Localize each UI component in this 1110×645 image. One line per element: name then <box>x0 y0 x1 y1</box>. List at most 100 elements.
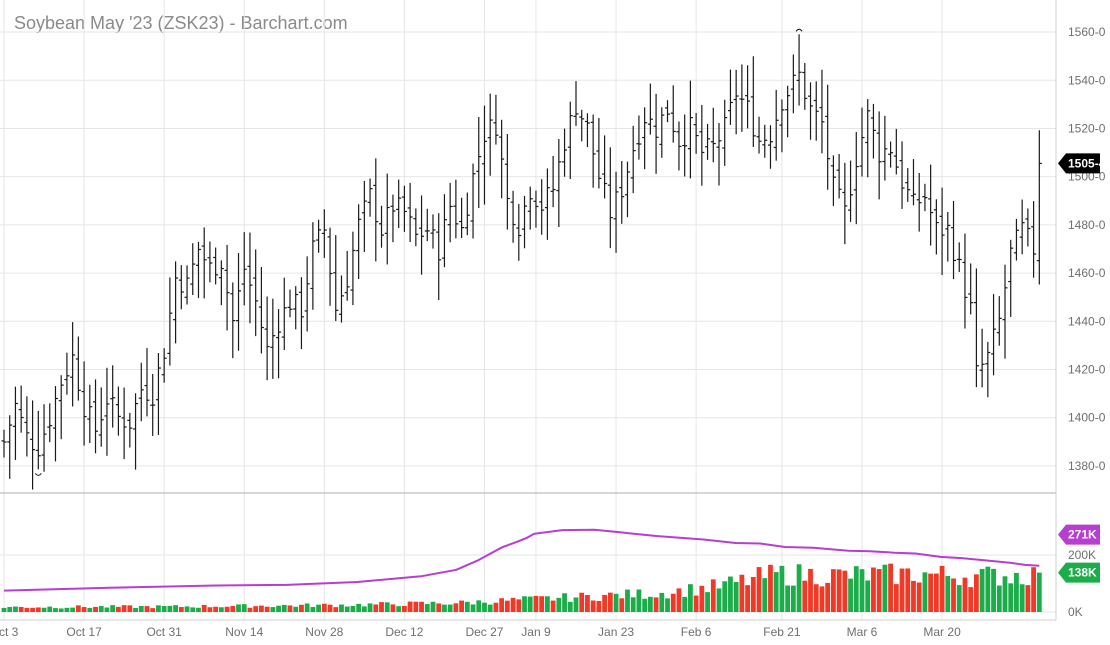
volume-bar <box>430 601 436 612</box>
open-interest-line <box>3 528 1040 592</box>
volume-bar <box>384 602 390 612</box>
volume-bar <box>905 568 911 612</box>
volume-bar <box>539 596 545 612</box>
open-interest-badge-text: 271K <box>1068 528 1097 542</box>
volume-bar <box>264 606 270 612</box>
volume-bar <box>550 600 556 612</box>
volume-bar <box>516 599 522 612</box>
volume-bar <box>178 607 184 612</box>
x-tick-label: Mar 6 <box>847 625 878 639</box>
volume-bar <box>676 588 682 612</box>
volume-bar <box>510 597 516 612</box>
volume-bar <box>93 606 98 612</box>
volume-bar <box>596 601 602 612</box>
volume-bar <box>253 606 259 612</box>
volume-bar <box>293 606 299 612</box>
y-tick-label: 1480-0 <box>1068 218 1106 232</box>
volume-bar <box>693 595 699 612</box>
volume-bar <box>504 600 510 612</box>
y-tick-label: 1540-0 <box>1068 73 1106 87</box>
volume-bar <box>893 584 899 612</box>
volume-bar <box>533 595 539 612</box>
y-tick-label: 1520-0 <box>1068 121 1106 135</box>
volume-bar <box>630 597 636 612</box>
volume-bar <box>745 585 750 612</box>
volume-bar <box>985 566 991 612</box>
volume-bar <box>842 570 848 612</box>
volume-bar <box>53 608 58 612</box>
volume-bar <box>156 605 161 612</box>
y-tick-label: 1560-0 <box>1068 25 1106 39</box>
volume-bar <box>779 565 785 612</box>
volume-bar <box>1036 572 1042 612</box>
volume-bar <box>802 580 808 612</box>
volume-bar <box>1031 567 1036 612</box>
open-interest-badge-shape <box>1058 524 1100 545</box>
grid <box>0 0 1057 621</box>
volume-bar <box>625 589 630 612</box>
volume-bar <box>602 594 607 612</box>
volume-bar <box>419 601 424 612</box>
volume-bar <box>1019 584 1025 612</box>
volume-bar <box>790 585 796 612</box>
volume-bar <box>173 605 178 612</box>
volume-bar <box>705 592 710 612</box>
volume-bar <box>688 584 693 612</box>
volume-bar <box>333 607 339 612</box>
volume-badge-shape <box>1058 562 1100 583</box>
volume-bar <box>407 601 413 612</box>
x-tick-label: Nov 14 <box>225 625 263 639</box>
volume-bar <box>882 564 888 612</box>
last-price-badge: 1505-4 <box>1058 153 1106 174</box>
volume-bar <box>545 596 550 612</box>
volume-bar <box>350 605 356 612</box>
x-tick-label: Feb 6 <box>681 625 712 639</box>
volume-bar <box>613 593 619 612</box>
volume-bar <box>270 607 276 612</box>
volume-bar <box>121 605 127 612</box>
volume-bar <box>699 585 705 612</box>
volume-bar <box>762 578 768 612</box>
y-tick-label: 1400-0 <box>1068 411 1106 425</box>
volume-bar <box>670 593 676 612</box>
x-tick-label: Oct 31 <box>146 625 182 639</box>
volume-bar <box>865 580 871 612</box>
volume-bar <box>876 569 882 612</box>
y-tick-label: 1440-0 <box>1068 314 1106 328</box>
x-tick-label: Mar 20 <box>923 625 961 639</box>
volume-bar <box>653 597 659 612</box>
volume-bars <box>1 563 1042 612</box>
volume-bar <box>859 569 865 612</box>
volume-bar <box>1 607 7 612</box>
volume-bar <box>796 564 802 612</box>
volume-bar <box>647 596 653 612</box>
volume-bar <box>373 604 379 612</box>
volume-bar <box>619 598 625 612</box>
volume-bar <box>482 602 487 612</box>
volume-bar <box>825 582 831 612</box>
volume-bar <box>442 604 447 612</box>
volume-bar <box>979 568 985 612</box>
volume-bar <box>247 607 253 612</box>
x-tick-label: Oct 3 <box>0 625 19 639</box>
volume-bar <box>464 601 470 612</box>
open-interest-badge: 271K <box>1058 524 1100 545</box>
volume-bar <box>848 578 853 612</box>
x-tick-label: Nov 28 <box>305 625 343 639</box>
volume-bar <box>813 584 819 612</box>
volume-bar <box>24 607 30 612</box>
volume-bar <box>276 605 281 612</box>
volume-bar <box>390 604 396 612</box>
volume-bar <box>922 572 928 612</box>
volume-bar <box>642 598 648 612</box>
volume-bar <box>499 598 505 612</box>
volume-bar <box>316 604 321 612</box>
volume-bar <box>573 597 579 612</box>
volume-bar <box>607 592 613 612</box>
volume-bar <box>739 574 745 612</box>
volume-bar <box>951 578 956 612</box>
volume-bar <box>899 568 905 612</box>
x-tick-label: Jan 9 <box>521 625 551 639</box>
volume-bar <box>127 605 133 612</box>
volume-bar <box>756 567 762 612</box>
